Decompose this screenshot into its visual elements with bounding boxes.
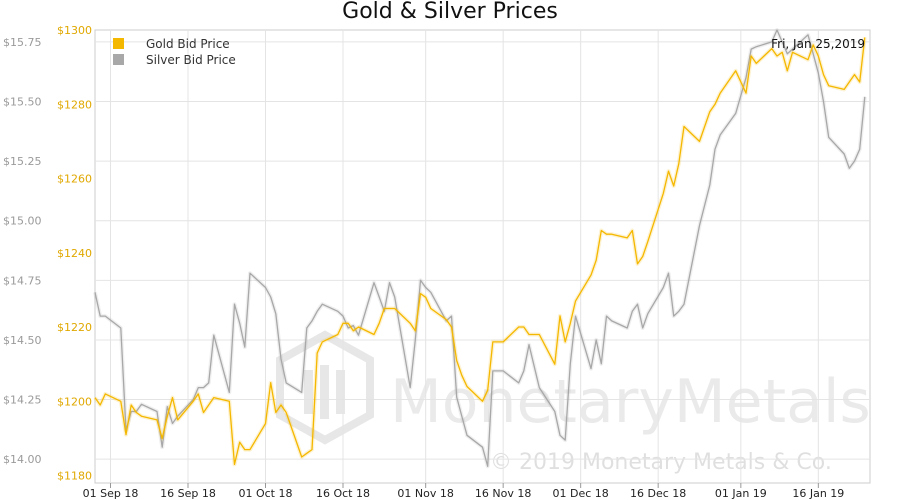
series-layer (93, 28, 867, 469)
right-axis-ticks: $1180 $1200 $1220 $1240 $1260 $1280 $1300 (57, 24, 92, 483)
left-tick-label: $14.75 (3, 274, 42, 287)
series-line-gold (94, 37, 866, 466)
left-tick-label: $15.75 (3, 36, 42, 49)
x-tick-label: 16 Dec 18 (630, 487, 686, 500)
x-tick-label: 16 Sep 18 (160, 487, 216, 500)
series-line-silver (94, 29, 866, 467)
x-tick-label: 01 Dec 18 (553, 487, 609, 500)
legend: Gold Bid Price Silver Bid Price (113, 37, 236, 67)
x-tick-label: 01 Sep 18 (83, 487, 139, 500)
watermark-logo-icon (276, 330, 374, 445)
right-tick-label: $1260 (57, 173, 92, 186)
left-tick-label: $15.25 (3, 155, 42, 168)
left-tick-label: $15.00 (3, 215, 42, 228)
right-tick-label: $1220 (57, 321, 92, 334)
watermark: MonetaryMetals © 2019 Monetary Metals & … (276, 330, 871, 475)
left-tick-label: $14.50 (3, 334, 42, 347)
left-tick-label: $15.50 (3, 96, 42, 109)
right-tick-label: $1240 (57, 247, 92, 260)
watermark-text: MonetaryMetals (390, 367, 871, 437)
x-tick-label: 16 Oct 18 (316, 487, 370, 500)
x-tick-label: 16 Nov 18 (475, 487, 531, 500)
left-tick-label: $14.25 (3, 394, 42, 407)
x-axis-ticks: 01 Sep 18 16 Sep 18 01 Oct 18 16 Oct 18 01 N… (83, 483, 844, 500)
right-tick-label: $1180 (57, 470, 92, 483)
x-tick-label: 01 Nov 18 (397, 487, 453, 500)
legend-swatch-silver (113, 54, 124, 65)
date-label: Fri, Jan 25,2019 (771, 37, 865, 51)
legend-label-silver: Silver Bid Price (146, 53, 236, 67)
left-axis-ticks: $14.00 $14.25 $14.50 $14.75 $15.00 $15.25 $15.… (3, 36, 42, 466)
x-tick-label: 01 Jan 19 (715, 487, 767, 500)
left-tick-label: $14.00 (3, 453, 42, 466)
copyright-text: © 2019 Monetary Metals & Co. (490, 450, 832, 475)
x-tick-label: 01 Oct 18 (238, 487, 292, 500)
grid (95, 30, 870, 483)
right-tick-label: $1300 (57, 24, 92, 37)
legend-label-gold: Gold Bid Price (146, 37, 230, 51)
right-tick-label: $1280 (57, 98, 92, 111)
x-tick-label: 16 Jan 19 (792, 487, 844, 500)
chart-title: Gold & Silver Prices (342, 0, 558, 24)
legend-swatch-gold (113, 38, 124, 49)
right-tick-label: $1200 (57, 395, 92, 408)
